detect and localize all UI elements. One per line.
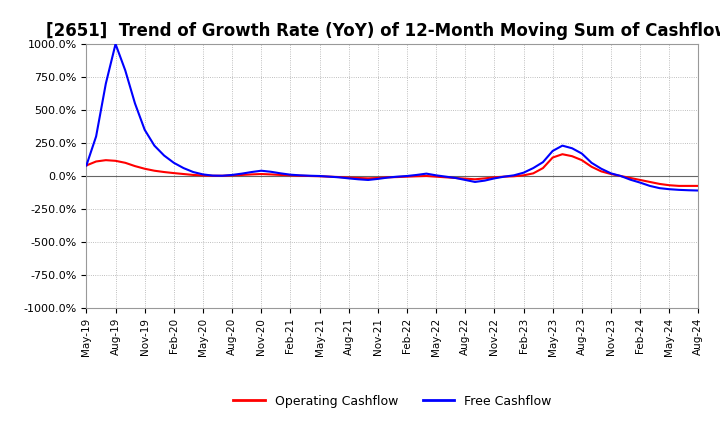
Title: [2651]  Trend of Growth Rate (YoY) of 12-Month Moving Sum of Cashflows: [2651] Trend of Growth Rate (YoY) of 12-… [45, 22, 720, 40]
Legend: Operating Cashflow, Free Cashflow: Operating Cashflow, Free Cashflow [228, 390, 557, 413]
